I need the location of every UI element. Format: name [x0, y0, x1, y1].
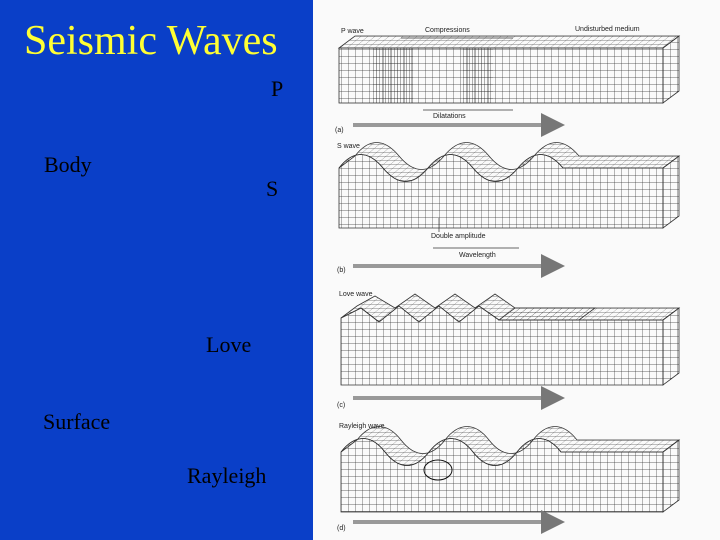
s-wave-double-amplitude-label: Double amplitude — [431, 233, 486, 240]
rayleigh-wave-title: Rayleigh wave — [339, 423, 385, 430]
s-wave-panel-letter: (b) — [337, 267, 346, 274]
s-wave-wavelength-label: Wavelength — [459, 252, 496, 259]
label-p: P — [271, 76, 284, 101]
p-wave-dilatations-label: Dilatations — [433, 113, 466, 120]
p-compression-zone-1 — [373, 48, 413, 103]
p-wave-compressions-label: Compressions — [425, 27, 470, 34]
seismic-waves-diagram: P wave Compressions Undisturbed medium D… — [335, 26, 681, 534]
s-wave-panel: S wave Double amplitude Wavelength (b) — [337, 142, 681, 278]
love-wave-panel: Love wave (c) — [337, 291, 681, 410]
label-s: S — [266, 176, 279, 201]
p-wave-panel: P wave Compressions Undisturbed medium D… — [335, 26, 681, 137]
p-wave-panel-letter: (a) — [335, 127, 344, 134]
s-wave-title: S wave — [337, 143, 360, 150]
p-wave-title: P wave — [341, 28, 364, 35]
label-rayleigh: Rayleigh — [187, 463, 267, 488]
p-wave-undisturbed-label: Undisturbed medium — [575, 26, 640, 33]
label-surface: Surface — [43, 409, 111, 434]
s-block-front — [338, 154, 664, 229]
love-block-top-flat — [497, 307, 681, 321]
love-wave-panel-letter: (c) — [337, 402, 345, 409]
s-block-side — [662, 155, 680, 229]
rayleigh-wave-panel: Rayleigh wave (d) — [337, 423, 681, 534]
love-wave-title: Love wave — [339, 291, 373, 298]
p-compression-zone-2 — [463, 48, 493, 103]
slide-title: Seismic Waves — [24, 18, 278, 64]
rayleigh-wave-panel-letter: (d) — [337, 525, 346, 532]
rayleigh-block-front — [340, 438, 664, 513]
particle-motion-ellipse — [423, 459, 453, 481]
rayleigh-block-side — [662, 439, 680, 513]
p-block-side — [662, 35, 680, 104]
seismic-waves-figure: P wave Compressions Undisturbed medium D… — [313, 0, 720, 540]
p-block-top — [337, 35, 681, 49]
love-block-side — [662, 307, 680, 386]
label-body: Body — [44, 152, 92, 177]
label-love: Love — [206, 332, 252, 357]
